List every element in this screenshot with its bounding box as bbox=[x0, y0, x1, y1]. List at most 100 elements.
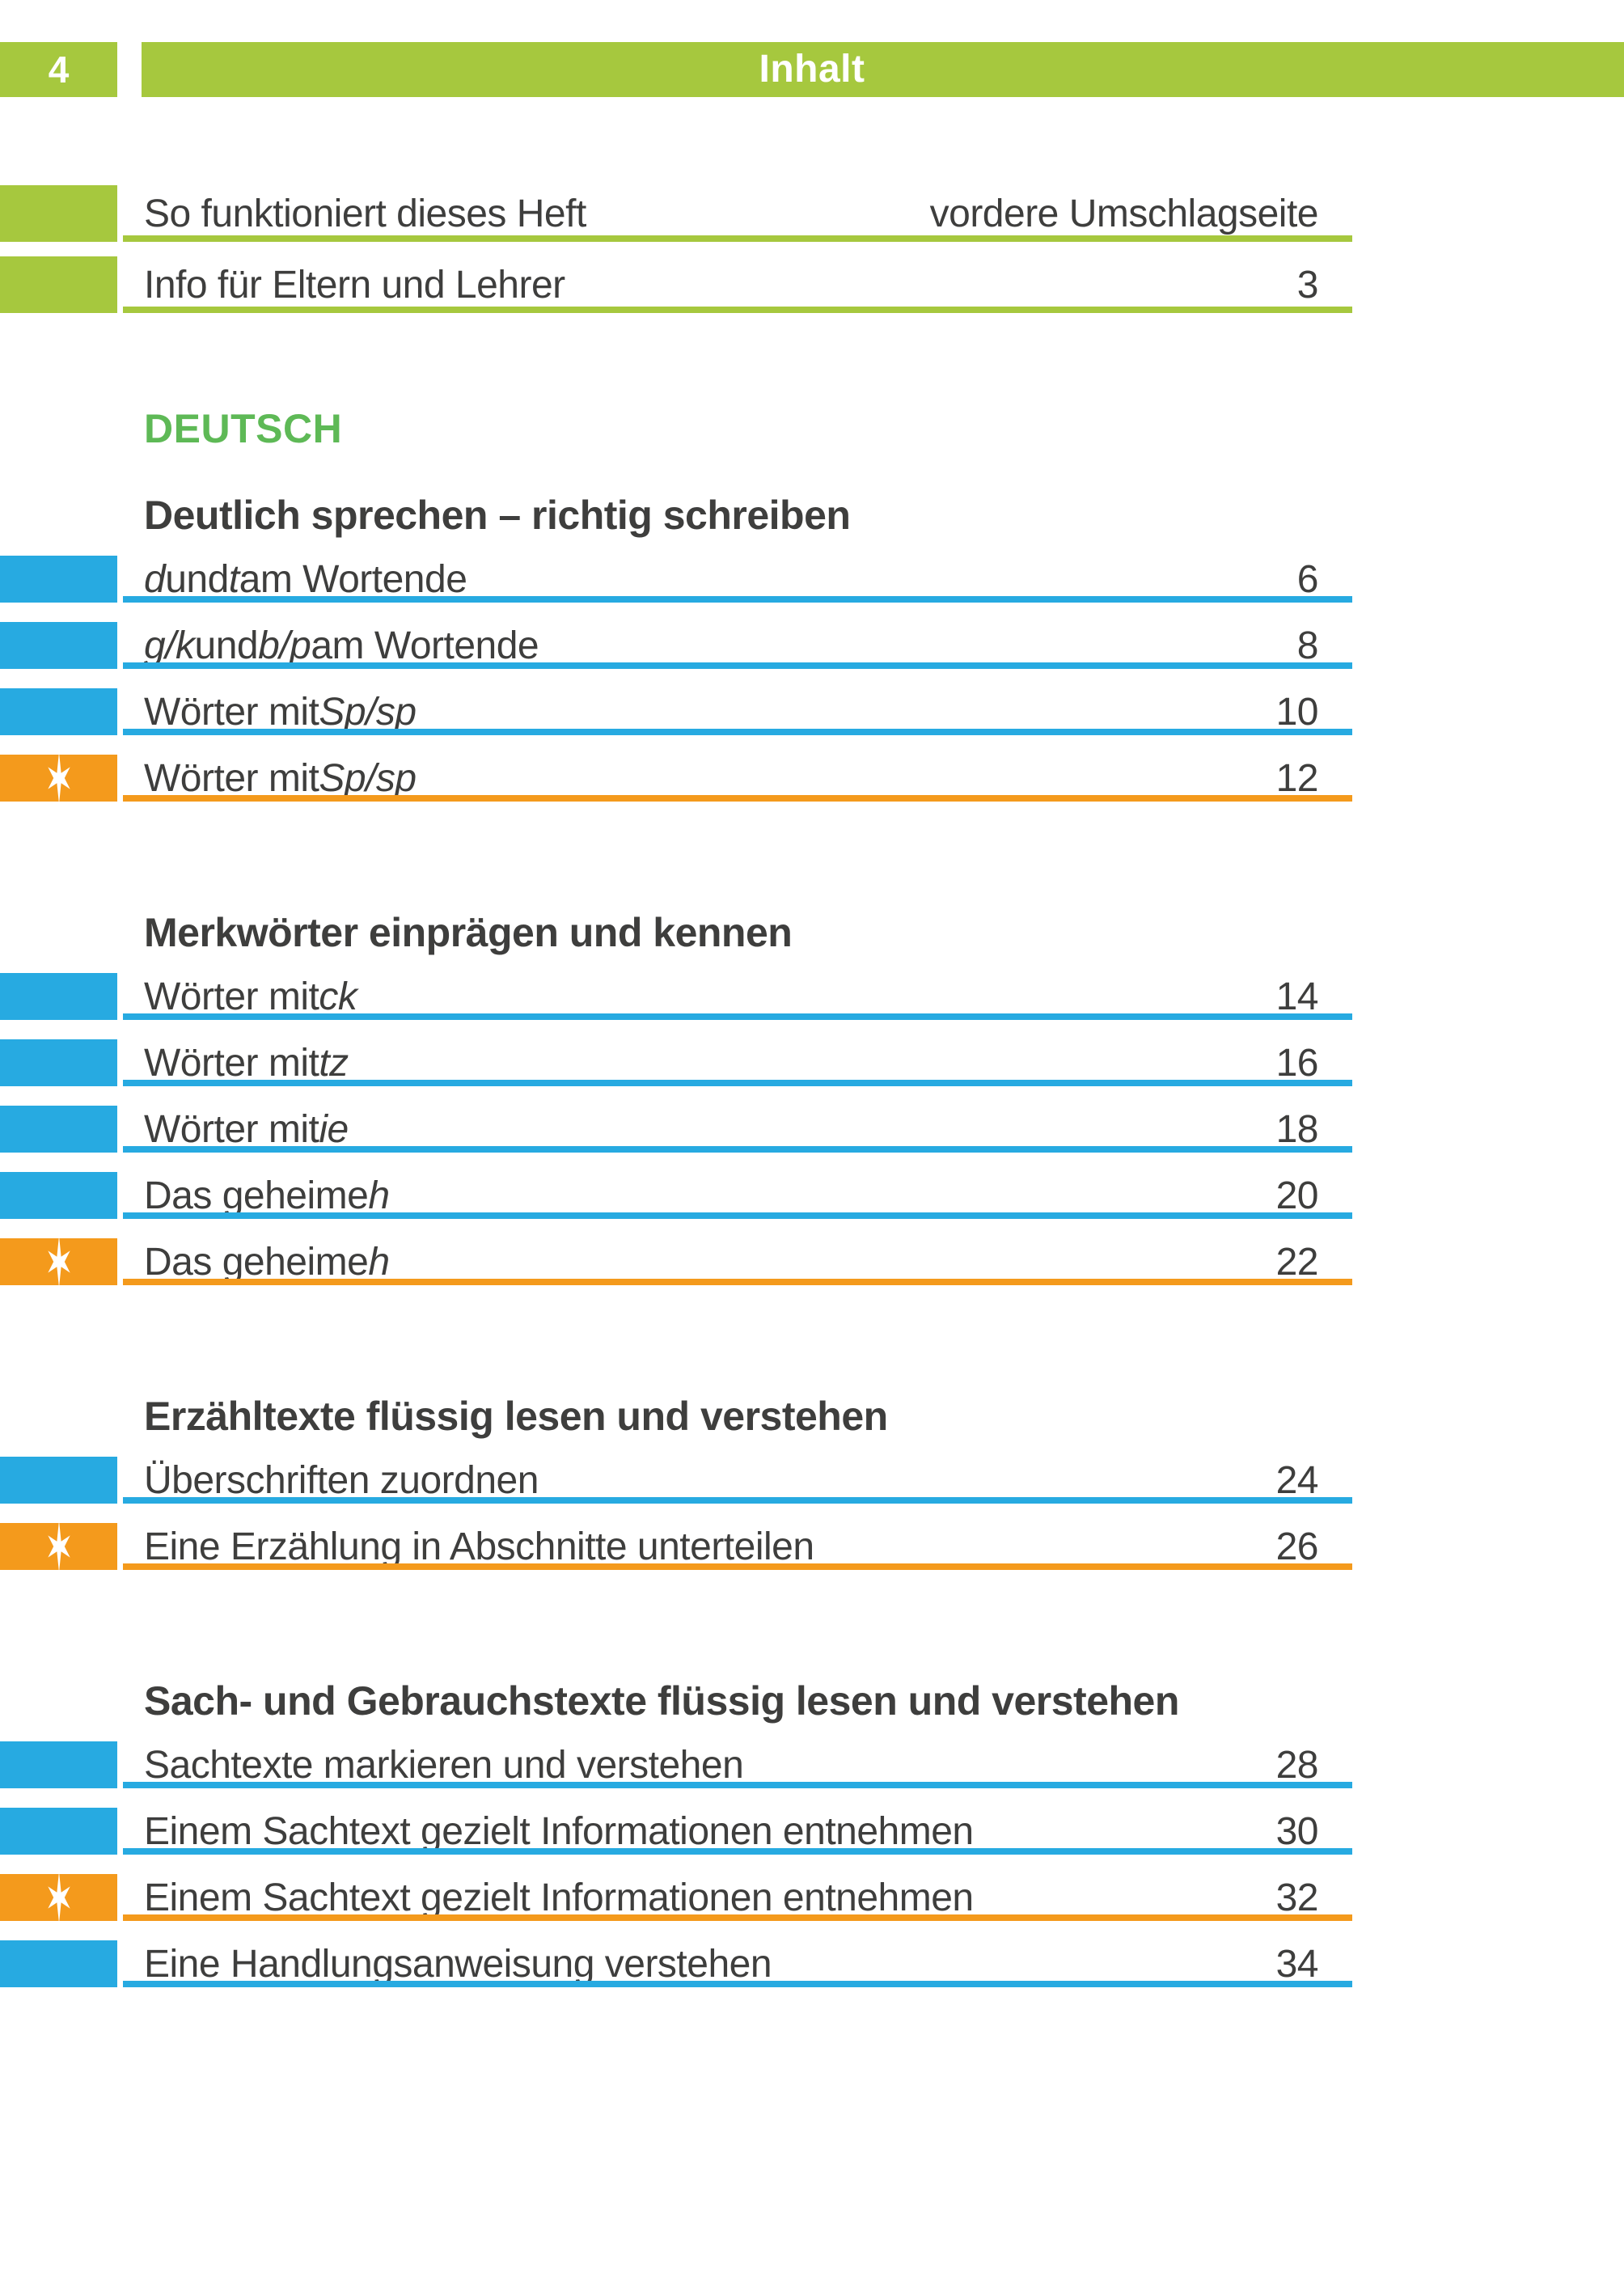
toc-entry: Wörter mit Sp/sp 12 bbox=[0, 751, 1352, 805]
entry-color-tab bbox=[0, 1871, 117, 1924]
page-header: 4 Inhalt bbox=[0, 42, 1624, 97]
toc-section: Erzähltexte flüssig lesen und verstehen … bbox=[0, 1393, 1624, 1573]
entry-label-part: am Wortende bbox=[239, 557, 467, 601]
entry-rule bbox=[123, 662, 1352, 669]
entry-page-number: 10 bbox=[1275, 690, 1319, 734]
toc-entry: Das geheime h 20 bbox=[0, 1172, 1352, 1219]
entry-color-tab bbox=[0, 256, 117, 313]
entry-label-part: und bbox=[194, 624, 259, 667]
entry-page-number: vordere Umschlagseite bbox=[929, 192, 1319, 235]
entry-label-part: und bbox=[165, 557, 229, 601]
toc-entry: g/k und b/p am Wortende 8 bbox=[0, 622, 1352, 669]
entry-label: Sachtexte markieren und verstehen bbox=[144, 1741, 744, 1788]
entry-label-part: Wörter mit bbox=[144, 975, 319, 1018]
entry-page-number: 18 bbox=[1275, 1107, 1319, 1151]
entry-label-italic-part: tz bbox=[319, 1041, 349, 1085]
page-title: Inhalt bbox=[759, 48, 865, 91]
entry-label-part: Info für Eltern und Lehrer bbox=[144, 263, 565, 307]
entry-label: Wörter mit Sp/sp bbox=[144, 688, 417, 735]
entry-label-italic-part: ie bbox=[319, 1107, 349, 1151]
star-icon bbox=[47, 1871, 70, 1924]
toc-entry: Einem Sachtext gezielt Informationen ent… bbox=[0, 1871, 1352, 1924]
entry-label: Wörter mit Sp/sp bbox=[144, 755, 417, 802]
entry-label-part: Einem Sachtext gezielt Informationen ent… bbox=[144, 1876, 974, 1919]
entry-color-tab bbox=[0, 1457, 117, 1504]
entry-label-part: Wörter mit bbox=[144, 1041, 319, 1085]
toc-entry: Das geheime h 22 bbox=[0, 1235, 1352, 1288]
entry-label: Das geheime h bbox=[144, 1172, 390, 1219]
entry-rule bbox=[123, 1146, 1352, 1153]
toc-entry: Info für Eltern und Lehrer 3 bbox=[0, 256, 1352, 313]
entry-rule bbox=[123, 1848, 1352, 1855]
toc-section: Sach- und Gebrauchstexte flüssig lesen u… bbox=[0, 1677, 1624, 1987]
entry-label: g/k und b/p am Wortende bbox=[144, 622, 539, 669]
toc-entry: So funktioniert dieses Heft vordere Umsc… bbox=[0, 185, 1352, 242]
entry-label-italic-part: b/p bbox=[258, 624, 311, 667]
entry-color-tab bbox=[0, 973, 117, 1020]
entry-label: Info für Eltern und Lehrer bbox=[144, 256, 565, 313]
entry-color-tab bbox=[0, 688, 117, 735]
toc-entry: Eine Handlungsanweisung verstehen 34 bbox=[0, 1940, 1352, 1987]
entry-color-tab bbox=[0, 556, 117, 603]
entry-color-tab bbox=[0, 1172, 117, 1219]
entry-label-part: Wörter mit bbox=[144, 1107, 319, 1151]
toc-section: Merkwörter einprägen und kennen Wörter m… bbox=[0, 909, 1624, 1288]
entry-label: d und t am Wortende bbox=[144, 556, 467, 603]
intro-entries: So funktioniert dieses Heft vordere Umsc… bbox=[0, 185, 1624, 313]
entry-label-italic-part: h bbox=[368, 1174, 390, 1217]
entry-label: So funktioniert dieses Heft bbox=[144, 185, 586, 242]
star-icon bbox=[47, 1520, 70, 1573]
toc-entry: Wörter mit ck 14 bbox=[0, 973, 1352, 1020]
toc-entry: Wörter mit Sp/sp 10 bbox=[0, 688, 1352, 735]
entry-label: Wörter mit ck bbox=[144, 973, 357, 1020]
entry-label-part: Sachtexte markieren und verstehen bbox=[144, 1743, 744, 1787]
entry-rule bbox=[123, 596, 1352, 603]
page-number-badge: 4 bbox=[0, 42, 117, 97]
table-of-contents: So funktioniert dieses Heft vordere Umsc… bbox=[0, 185, 1624, 1987]
toc-entry: Sachtexte markieren und verstehen 28 bbox=[0, 1741, 1352, 1788]
entry-color-tab bbox=[0, 1039, 117, 1086]
entry-label-italic-part: Sp/sp bbox=[319, 690, 417, 734]
entry-label-part: Eine Handlungsanweisung verstehen bbox=[144, 1942, 772, 1986]
entry-page-number: 30 bbox=[1275, 1809, 1319, 1853]
entry-rule bbox=[123, 795, 1352, 802]
page-number: 4 bbox=[48, 49, 70, 91]
toc-entry: d und t am Wortende 6 bbox=[0, 556, 1352, 603]
entry-label-part: Einem Sachtext gezielt Informationen ent… bbox=[144, 1809, 974, 1853]
entry-page-number: 12 bbox=[1275, 756, 1319, 800]
entry-color-tab bbox=[0, 1808, 117, 1855]
entry-label-part: Wörter mit bbox=[144, 756, 319, 800]
entry-rule bbox=[123, 1563, 1352, 1570]
entry-rule bbox=[123, 1279, 1352, 1285]
entry-page-number: 16 bbox=[1275, 1041, 1319, 1085]
entry-color-tab bbox=[0, 1235, 117, 1288]
entry-page-number: 24 bbox=[1275, 1458, 1319, 1502]
toc-sections: Deutlich sprechen – richtig schreiben d … bbox=[0, 492, 1624, 1987]
entry-label-italic-part: Sp/sp bbox=[319, 756, 417, 800]
entry-page-number: 28 bbox=[1275, 1743, 1319, 1787]
entry-rule bbox=[123, 307, 1352, 313]
entry-rule bbox=[123, 729, 1352, 735]
entry-label: Überschriften zuordnen bbox=[144, 1457, 539, 1504]
entry-label-part: Wörter mit bbox=[144, 690, 319, 734]
toc-entry: Wörter mit ie 18 bbox=[0, 1106, 1352, 1153]
entry-page-number: 34 bbox=[1275, 1942, 1319, 1986]
entry-label: Einem Sachtext gezielt Informationen ent… bbox=[144, 1874, 974, 1921]
entry-page-number: 22 bbox=[1275, 1240, 1319, 1284]
star-icon bbox=[47, 1235, 70, 1288]
entry-page-number: 32 bbox=[1275, 1876, 1319, 1919]
toc-entry: Wörter mit tz 16 bbox=[0, 1039, 1352, 1086]
entry-rule bbox=[123, 1782, 1352, 1788]
entry-label-italic-part: h bbox=[368, 1240, 390, 1284]
toc-entry: Überschriften zuordnen 24 bbox=[0, 1457, 1352, 1504]
entry-rule bbox=[123, 1981, 1352, 1987]
entry-rule bbox=[123, 1080, 1352, 1086]
section-heading: Deutlich sprechen – richtig schreiben bbox=[144, 493, 851, 538]
entry-rule bbox=[123, 1497, 1352, 1504]
entry-label-part: Überschriften zuordnen bbox=[144, 1458, 539, 1502]
entry-rule bbox=[123, 1914, 1352, 1921]
entry-color-tab bbox=[0, 1106, 117, 1153]
entry-label-part: Das geheime bbox=[144, 1174, 369, 1217]
entry-rule bbox=[123, 1212, 1352, 1219]
toc-entry: Eine Erzählung in Abschnitte unterteilen… bbox=[0, 1520, 1352, 1573]
